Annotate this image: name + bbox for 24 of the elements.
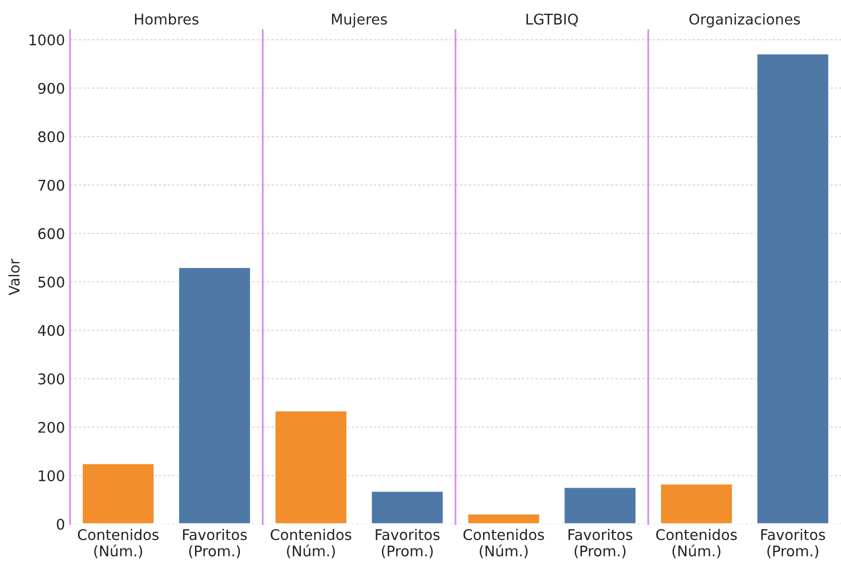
y-tick-label: 700	[38, 180, 64, 191]
y-axis-title: Valor	[8, 258, 20, 296]
x-tick-label: Favoritos (Prom.)	[183, 528, 247, 558]
y-tick-label: 600	[38, 228, 64, 240]
x-tick-label: Favoritos (Prom.)	[568, 528, 632, 558]
chart-title: Hombres	[135, 13, 198, 25]
x-tick-label: Favoritos (Prom.)	[376, 528, 440, 558]
x-tick-label: Contenidos (Núm.)	[656, 528, 737, 558]
y-tick-label: 900	[38, 82, 64, 94]
chart-title: Organizaciones	[689, 13, 800, 28]
chart-title: Mujeres	[332, 13, 387, 28]
y-tick-label: 100	[38, 470, 64, 482]
x-tick-label: Contenidos (Núm.)	[270, 528, 352, 558]
y-tick-label: 200	[38, 422, 64, 433]
y-tick-label: 1000	[30, 34, 64, 46]
y-tick-label: 400	[38, 324, 64, 336]
x-tick-label: Favoritos (Prom.)	[761, 528, 826, 558]
y-tick-label: 300	[38, 373, 64, 384]
y-tick-label: 800	[38, 131, 64, 142]
x-tick-label: Contenidos (Núm.)	[78, 528, 159, 558]
chart-title: LGTBIQ	[526, 14, 578, 26]
x-tick-label: Contenidos (Núm.)	[463, 528, 544, 558]
y-tick-label: 0	[56, 518, 64, 530]
y-tick-label: 500	[38, 276, 64, 288]
